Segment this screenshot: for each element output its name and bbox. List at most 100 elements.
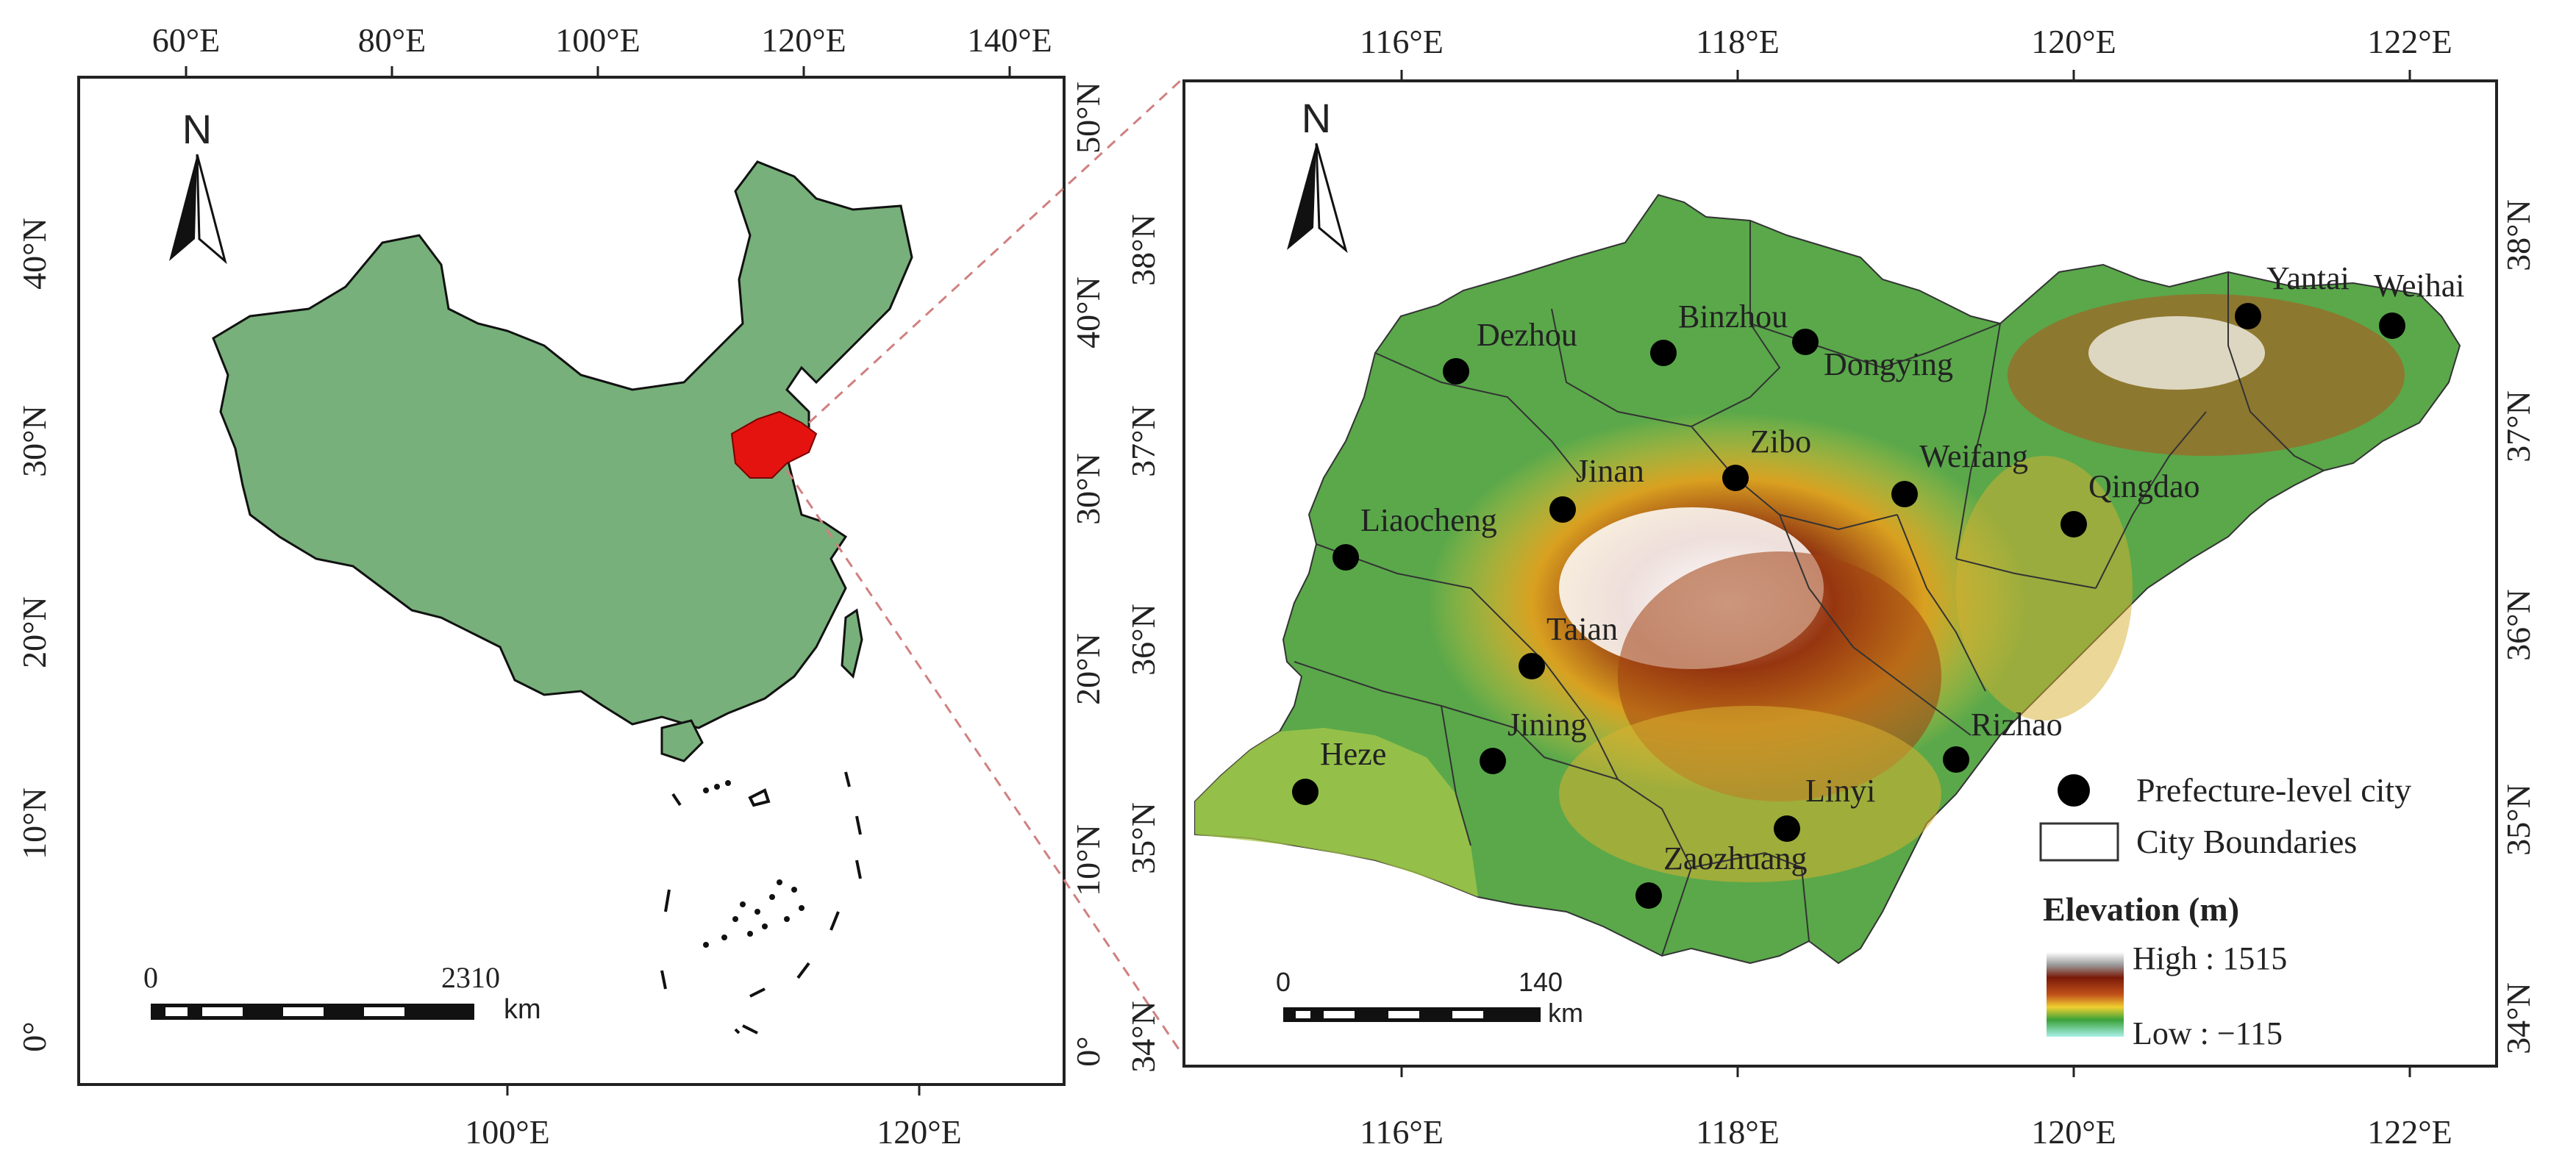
tick-label: 36°N bbox=[1124, 604, 1162, 676]
legend-elevation-title: Elevation (m) bbox=[2043, 890, 2239, 928]
right-left-lat-ticks: 38°N 37°N 36°N 35°N 34°N bbox=[1124, 214, 1162, 1073]
city-label: Heze bbox=[1320, 736, 1386, 772]
scale-unit-right: km bbox=[1548, 998, 1583, 1028]
scale-bar-left: 0 2310 km bbox=[143, 961, 541, 1025]
tick-label: 118°E bbox=[1696, 1113, 1780, 1151]
city-label: Qingdao bbox=[2088, 468, 2200, 504]
city-label: Rizhao bbox=[1971, 707, 2063, 743]
city-label: Binzhou bbox=[1678, 299, 1788, 335]
tick-label: 116°E bbox=[1360, 23, 1444, 60]
tick-label: 140°E bbox=[967, 21, 1052, 59]
right-map: Dezhou Binzhou Dongying Yantai Weihai Zi… bbox=[1124, 23, 2537, 1151]
tick-label: 38°N bbox=[2500, 199, 2537, 271]
tick-label: 0° bbox=[15, 1021, 53, 1051]
city-label: Zibo bbox=[1750, 424, 1811, 460]
city-weihai: Weihai bbox=[2374, 268, 2465, 339]
city-label: Dezhou bbox=[1477, 317, 1577, 353]
city-markers: Dezhou Binzhou Dongying Yantai Weihai Zi… bbox=[1292, 260, 2465, 909]
city-weifang: Weifang bbox=[1891, 438, 2028, 507]
tick-label: 40°N bbox=[1069, 276, 1107, 349]
left-lat-ticks: 40°N 30°N 20°N 10°N 0° bbox=[15, 218, 53, 1052]
tick-label: 120°E bbox=[2031, 23, 2116, 60]
right-bottom-lon-ticks: 116°E 118°E 120°E 122°E bbox=[1360, 1066, 2452, 1151]
left-top-lon-ticks: 60°E 80°E 100°E 120°E 140°E bbox=[152, 21, 1052, 77]
zoom-connector-lines bbox=[785, 79, 1182, 1052]
city-yantai: Yantai bbox=[2235, 260, 2350, 329]
tick-label: 36°N bbox=[2500, 589, 2537, 661]
tick-label: 37°N bbox=[1124, 405, 1162, 477]
tick-label: 34°N bbox=[2500, 982, 2537, 1054]
city-zibo: Zibo bbox=[1722, 424, 1811, 491]
western-lowland bbox=[1195, 728, 1478, 897]
tick-label: 122°E bbox=[2367, 23, 2452, 60]
city-label: Weihai bbox=[2374, 268, 2465, 304]
city-zaozhuang: Zaozhuang bbox=[1635, 840, 1807, 909]
tick-label: 35°N bbox=[1124, 802, 1162, 874]
scale-max-left: 2310 bbox=[441, 961, 500, 994]
tick-label: 100°E bbox=[555, 21, 641, 59]
tick-label: 20°N bbox=[1069, 633, 1107, 705]
shandong-highlight bbox=[730, 410, 818, 479]
tick-label: 34°N bbox=[1124, 1001, 1162, 1073]
hainan-island bbox=[660, 719, 704, 762]
tick-label: 80°E bbox=[358, 21, 427, 59]
right-top-lon-ticks: 116°E 118°E 120°E 122°E bbox=[1360, 23, 2452, 81]
tick-label: 37°N bbox=[2500, 390, 2537, 462]
scale-bar-right: 0 140 km bbox=[1276, 967, 1583, 1028]
eastern-hills bbox=[1956, 456, 2133, 721]
legend-low-label: Low : −115 bbox=[2133, 1015, 2283, 1051]
city-label: Liaocheng bbox=[1360, 502, 1497, 538]
north-arrow-right: N bbox=[1287, 95, 1348, 254]
tick-label: 10°N bbox=[15, 787, 53, 860]
city-label: Zaozhuang bbox=[1663, 840, 1807, 876]
north-label-right: N bbox=[1302, 95, 1331, 141]
left-right-lat-ticks: 50°N 40°N 30°N 20°N 10°N 0° bbox=[1069, 82, 1107, 1067]
tick-label: 122°E bbox=[2367, 1113, 2452, 1151]
city-dezhou: Dezhou bbox=[1443, 317, 1577, 385]
tick-label: 40°N bbox=[15, 218, 53, 290]
city-binzhou: Binzhou bbox=[1650, 299, 1788, 366]
city-qingdao: Qingdao bbox=[2061, 468, 2200, 537]
map-legend: Prefecture-level city City Boundaries El… bbox=[2039, 771, 2411, 1051]
southern-foothills bbox=[1559, 706, 1941, 882]
peninsula-peaks bbox=[2088, 316, 2265, 390]
city-label: Yantai bbox=[2266, 260, 2350, 296]
city-taian: Taian bbox=[1519, 611, 1618, 679]
tick-label: 120°E bbox=[2031, 1113, 2116, 1151]
tick-label: 10°N bbox=[1069, 824, 1107, 896]
north-arrow-left: N bbox=[169, 106, 227, 265]
tick-label: 30°N bbox=[15, 405, 53, 477]
legend-high-label: High : 1515 bbox=[2133, 940, 2287, 976]
scale-unit-left: km bbox=[504, 994, 541, 1025]
left-bottom-lon-ticks: 100°E 120°E bbox=[465, 1085, 962, 1151]
legend-boundary-label: City Boundaries bbox=[2136, 823, 2357, 860]
taiwan-island bbox=[841, 608, 863, 679]
north-label-left: N bbox=[182, 106, 212, 152]
tick-label: 50°N bbox=[1069, 82, 1107, 154]
city-label: Weifang bbox=[1919, 438, 2028, 474]
city-label: Jining bbox=[1508, 707, 1587, 743]
tick-label: 35°N bbox=[2500, 784, 2537, 856]
city-jining: Jining bbox=[1480, 707, 1587, 774]
city-dongying: Dongying bbox=[1792, 329, 1953, 382]
city-rizhao: Rizhao bbox=[1943, 707, 2063, 773]
right-right-lat-ticks: 38°N 37°N 36°N 35°N 34°N bbox=[2500, 199, 2537, 1054]
spratly-dots bbox=[703, 780, 804, 948]
tick-label: 118°E bbox=[1696, 23, 1780, 60]
legend-boundary-symbol bbox=[2039, 822, 2119, 862]
tick-label: 100°E bbox=[465, 1113, 550, 1151]
tick-label: 60°E bbox=[152, 21, 221, 59]
city-label: Taian bbox=[1546, 611, 1618, 647]
legend-city-label: Prefecture-level city bbox=[2136, 771, 2411, 809]
tick-label: 30°N bbox=[1069, 453, 1107, 525]
city-heze: Heze bbox=[1292, 736, 1386, 805]
tick-label: 120°E bbox=[761, 21, 846, 59]
scale-max-right: 140 bbox=[1519, 967, 1563, 997]
tick-label: 20°N bbox=[15, 596, 53, 668]
tick-label: 0° bbox=[1069, 1036, 1107, 1066]
city-label: Linyi bbox=[1805, 773, 1875, 809]
left-map: N 0 2310 km 60°E 80°E 100°E 120°E 140°E bbox=[15, 21, 1107, 1151]
city-liaocheng: Liaocheng bbox=[1332, 502, 1497, 571]
legend-elevation-ramp bbox=[2047, 952, 2124, 1037]
